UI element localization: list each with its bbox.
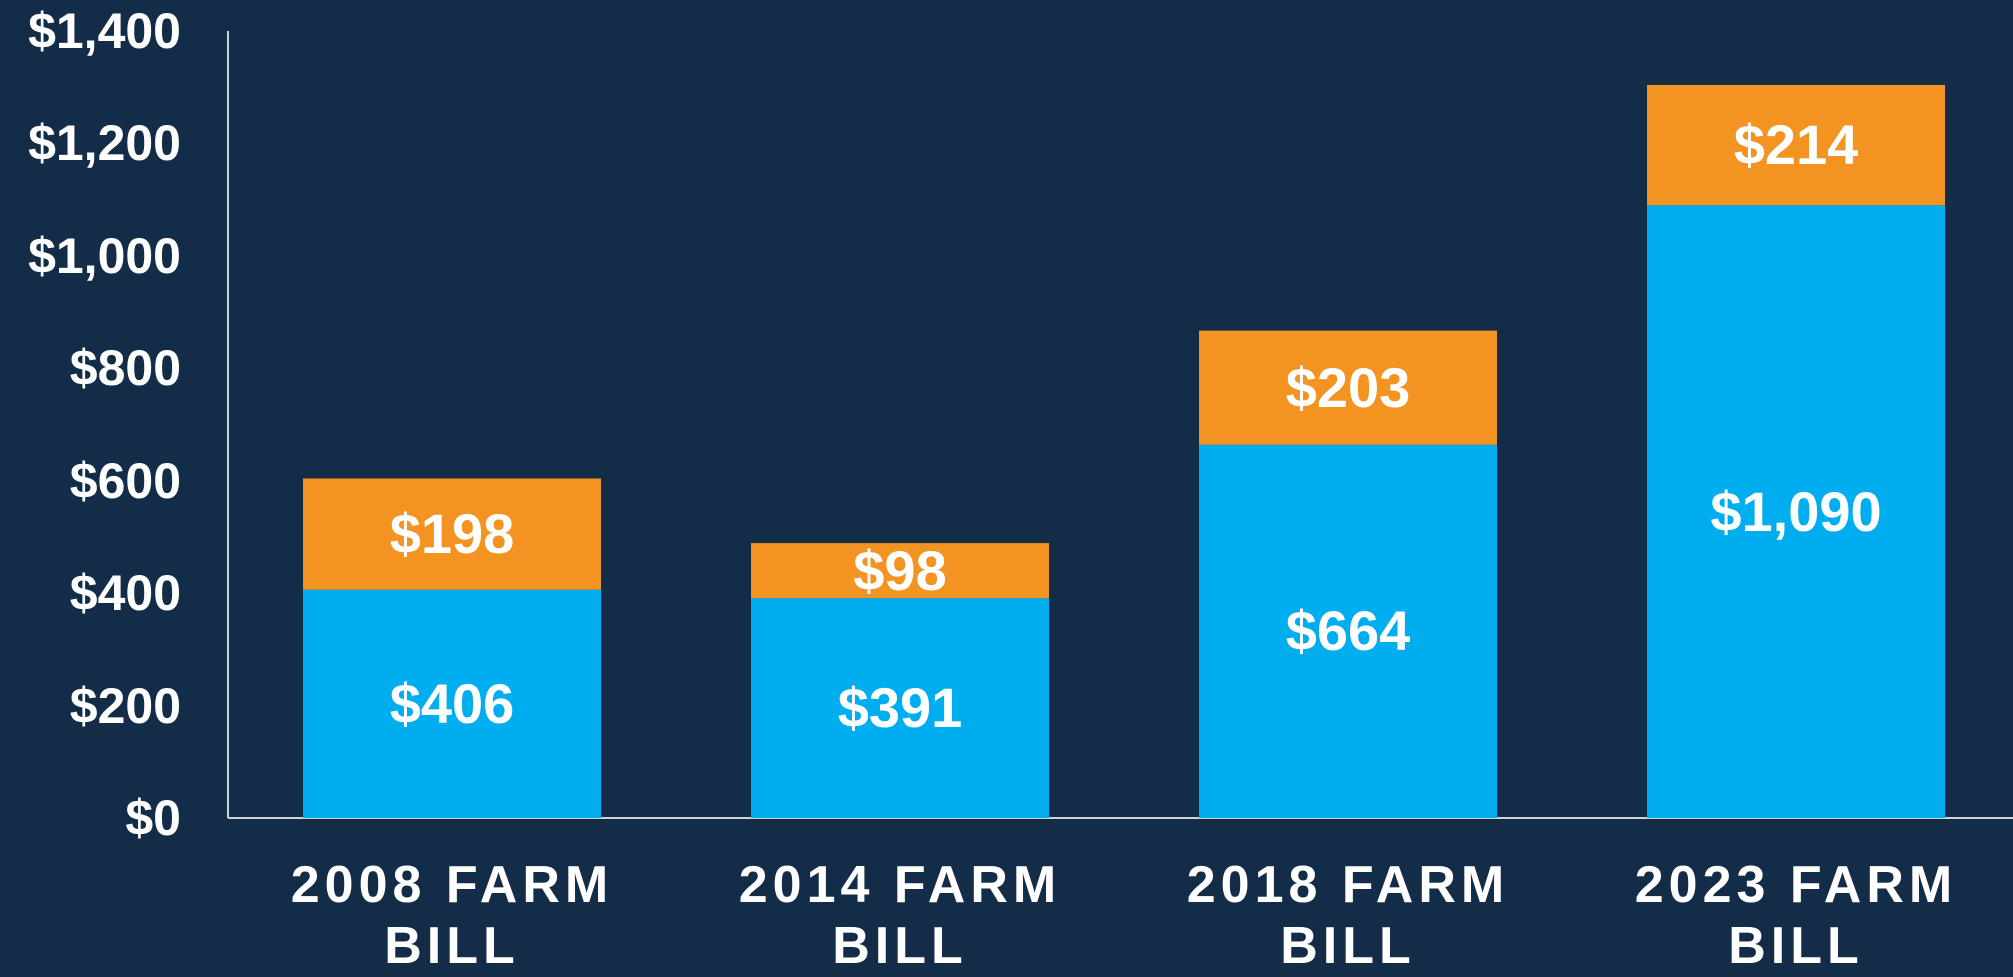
bar-segment [1199, 330, 1497, 445]
y-tick-label: $200 [69, 677, 181, 734]
value-label: $98 [853, 538, 947, 602]
x-tick-label: 2014 FARM BILL [738, 856, 1062, 975]
y-tick-label: $600 [69, 452, 181, 509]
value-label: $406 [389, 671, 515, 735]
value-label: $198 [389, 502, 515, 566]
bar-segment [1647, 205, 1945, 818]
x-tick-label: 2018 FARM BILL [1186, 856, 1510, 975]
value-label: $1,090 [1710, 479, 1882, 543]
y-tick-label: $0 [125, 790, 181, 846]
y-tick-label: $800 [69, 340, 181, 397]
x-tick-label: 2023 FARM BILL [1634, 856, 1958, 975]
bar-segment [303, 589, 601, 818]
bar-segment [1199, 444, 1497, 818]
y-tick-label: $1,000 [28, 227, 181, 284]
bar-segment [303, 478, 601, 590]
y-tick-label: $400 [69, 565, 181, 622]
y-tick-label: $1,400 [28, 3, 181, 59]
value-label: $664 [1285, 599, 1411, 663]
value-label: $391 [837, 676, 963, 740]
bar-segment [751, 598, 1049, 818]
value-label: $214 [1733, 113, 1859, 177]
bar-segment [751, 543, 1049, 599]
value-label: $203 [1285, 355, 1411, 419]
bar-segment [1647, 84, 1945, 206]
x-tick-label: 2008 FARM BILL [290, 856, 614, 975]
y-tick-label: $1,200 [28, 115, 181, 172]
